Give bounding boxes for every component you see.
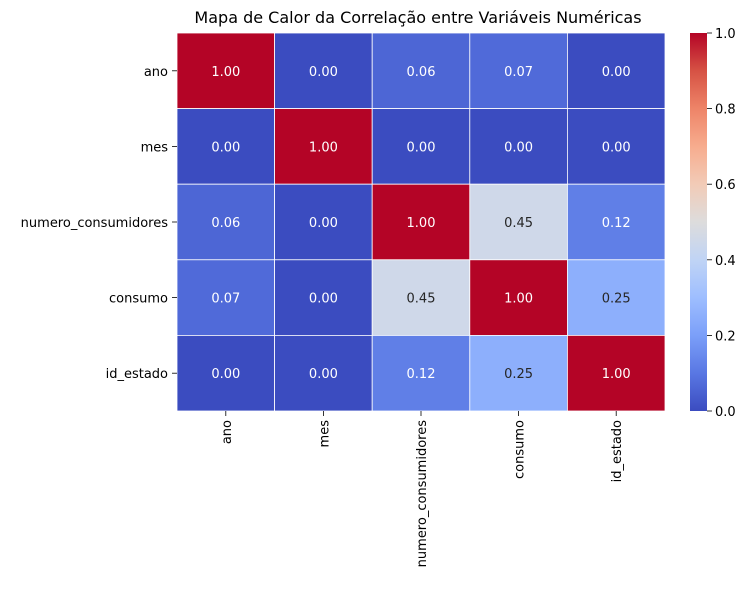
x-tick-label: mes — [317, 420, 332, 448]
heatmap-cell — [274, 183, 373, 261]
cell-value-label: 0.00 — [602, 65, 631, 80]
cell-value-label: 1.00 — [407, 216, 436, 231]
y-tick-label: consumo — [109, 292, 168, 307]
heatmap-cell — [274, 32, 373, 109]
cell-value-label: 0.12 — [602, 216, 631, 231]
heatmap-cell — [371, 108, 471, 185]
cell-value-label: 1.00 — [211, 65, 240, 80]
heatmap-cell — [469, 259, 568, 336]
cell-value-label: 0.00 — [211, 140, 240, 155]
cell-value-label: 1.00 — [309, 140, 338, 155]
cell-value-label: 0.45 — [504, 216, 533, 231]
heatmap-cell — [371, 259, 471, 336]
cell-value-label: 0.07 — [211, 292, 240, 307]
chart-title: Mapa de Calor da Correlação entre Variáv… — [194, 8, 641, 27]
heatmap-cell — [274, 334, 373, 412]
heatmap-cell — [567, 334, 666, 412]
cell-value-label: 0.25 — [504, 367, 533, 382]
heatmap-cell — [567, 183, 666, 261]
cell-value-label: 1.00 — [504, 292, 533, 307]
colorbar-tick-label: 0.0 — [715, 405, 736, 420]
cell-value-label: 0.00 — [602, 140, 631, 155]
colorbar-tick-label: 0.8 — [715, 103, 736, 118]
heatmap-cell — [567, 108, 666, 185]
colorbar-tick-label: 0.4 — [715, 254, 736, 269]
cell-value-label: 0.00 — [407, 140, 436, 155]
heatmap-cell — [469, 32, 568, 109]
colorbar-tick-label: 1.0 — [715, 27, 736, 42]
cell-value-label: 0.12 — [407, 367, 436, 382]
colorbar — [690, 33, 707, 411]
y-tick-label: mes — [141, 140, 169, 155]
heatmap-cell — [176, 334, 275, 412]
cell-value-label: 0.45 — [407, 292, 436, 307]
y-tick-label: id_estado — [106, 367, 168, 382]
cell-value-label: 0.00 — [309, 292, 338, 307]
x-tick-label: numero_consumidores — [415, 420, 430, 568]
cell-value-label: 1.00 — [602, 367, 631, 382]
cell-value-label: 0.25 — [602, 292, 631, 307]
cell-value-label: 0.06 — [407, 65, 436, 80]
x-tick-label: consumo — [513, 420, 528, 479]
colorbar-tick-label: 0.2 — [715, 329, 736, 344]
cell-value-label: 0.06 — [211, 216, 240, 231]
heatmap-cell — [176, 108, 275, 185]
cell-value-label: 0.00 — [211, 367, 240, 382]
heatmap-cell — [469, 183, 568, 261]
cell-value-label: 0.07 — [504, 65, 533, 80]
x-tick-label: id_estado — [610, 420, 625, 482]
cell-value-label: 0.00 — [309, 367, 338, 382]
cell-value-label: 0.00 — [309, 65, 338, 80]
heatmap-cell — [371, 183, 471, 261]
heatmap-cell — [274, 259, 373, 336]
heatmap-cell — [371, 334, 471, 412]
heatmap-cell — [567, 259, 666, 336]
heatmap-cell — [371, 32, 471, 109]
colorbar-tick-label: 0.6 — [715, 178, 736, 193]
cell-value-label: 0.00 — [309, 216, 338, 231]
heatmap-cell — [176, 32, 275, 109]
heatmap-cell — [567, 32, 666, 109]
y-tick-label: numero_consumidores — [21, 216, 169, 231]
x-tick-label: ano — [220, 420, 235, 444]
cell-value-label: 0.00 — [504, 140, 533, 155]
y-tick-label: ano — [144, 65, 168, 80]
